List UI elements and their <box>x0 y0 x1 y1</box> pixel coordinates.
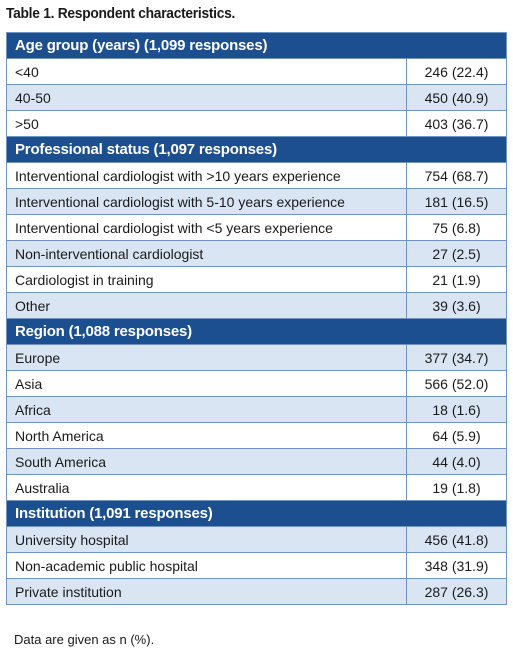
table-row: <40 246 (22.4) <box>6 58 507 85</box>
row-label: Interventional cardiologist with 5-10 ye… <box>6 188 407 215</box>
row-label: Asia <box>6 370 407 397</box>
row-label: Other <box>6 292 407 319</box>
row-value: 456 (41.8) <box>406 526 507 553</box>
row-label: Europe <box>6 344 407 371</box>
row-value: 39 (3.6) <box>406 292 507 319</box>
row-label: North America <box>6 422 407 449</box>
row-value: 246 (22.4) <box>406 58 507 85</box>
row-value: 44 (4.0) <box>406 448 507 475</box>
row-value: 566 (52.0) <box>406 370 507 397</box>
table-row: 40-50 450 (40.9) <box>6 84 507 111</box>
row-label: Private institution <box>6 578 407 605</box>
row-label: South America <box>6 448 407 475</box>
table-row: Interventional cardiologist with >10 yea… <box>6 162 507 189</box>
section-header: Institution (1,091 responses) <box>6 500 507 527</box>
table-row: Cardiologist in training 21 (1.9) <box>6 266 507 293</box>
row-label: Non-interventional cardiologist <box>6 240 407 267</box>
table: Age group (years) (1,099 responses) <40 24… <box>6 32 507 605</box>
table-row: Non-interventional cardiologist 27 (2.5) <box>6 240 507 267</box>
section-header-row: Institution (1,091 responses) <box>6 500 507 527</box>
row-value: 450 (40.9) <box>406 84 507 111</box>
row-label: Interventional cardiologist with >10 yea… <box>6 162 407 189</box>
row-value: 18 (1.6) <box>406 396 507 423</box>
table-row: University hospital 456 (41.8) <box>6 526 507 553</box>
table-row: Asia 566 (52.0) <box>6 370 507 397</box>
table-row: Africa 18 (1.6) <box>6 396 507 423</box>
row-value: 21 (1.9) <box>406 266 507 293</box>
table-row: >50 403 (36.7) <box>6 110 507 137</box>
section-header-row: Age group (years) (1,099 responses) <box>6 32 507 59</box>
row-label: University hospital <box>6 526 407 553</box>
row-label: Cardiologist in training <box>6 266 407 293</box>
row-value: 754 (68.7) <box>406 162 507 189</box>
row-label: Australia <box>6 474 407 501</box>
table-row: Private institution 287 (26.3) <box>6 578 507 605</box>
table-row: Non-academic public hospital 348 (31.9) <box>6 552 507 579</box>
row-label: 40-50 <box>6 84 407 111</box>
row-value: 348 (31.9) <box>406 552 507 579</box>
section-header-row: Professional status (1,097 responses) <box>6 136 507 163</box>
table-row: North America 64 (5.9) <box>6 422 507 449</box>
row-value: 403 (36.7) <box>406 110 507 137</box>
table-title: Table 1. Respondent characteristics. <box>6 5 236 22</box>
section-header: Age group (years) (1,099 responses) <box>6 32 507 59</box>
row-label: Interventional cardiologist with <5 year… <box>6 214 407 241</box>
row-value: 181 (16.5) <box>406 188 507 215</box>
row-value: 377 (34.7) <box>406 344 507 371</box>
row-label: <40 <box>6 58 407 85</box>
table-row: South America 44 (4.0) <box>6 448 507 475</box>
footnote: Data are given as n (%). <box>14 632 155 647</box>
section-header: Region (1,088 responses) <box>6 318 507 345</box>
table-row: Interventional cardiologist with <5 year… <box>6 214 507 241</box>
row-value: 19 (1.8) <box>406 474 507 501</box>
row-value: 75 (6.8) <box>406 214 507 241</box>
table-row: Europe 377 (34.7) <box>6 344 507 371</box>
table-row: Other 39 (3.6) <box>6 292 507 319</box>
row-value: 64 (5.9) <box>406 422 507 449</box>
row-value: 287 (26.3) <box>406 578 507 605</box>
table-row: Australia 19 (1.8) <box>6 474 507 501</box>
row-label: Non-academic public hospital <box>6 552 407 579</box>
table-row: Interventional cardiologist with 5-10 ye… <box>6 188 507 215</box>
row-label: >50 <box>6 110 407 137</box>
row-label: Africa <box>6 396 407 423</box>
section-header: Professional status (1,097 responses) <box>6 136 507 163</box>
row-value: 27 (2.5) <box>406 240 507 267</box>
section-header-row: Region (1,088 responses) <box>6 318 507 345</box>
